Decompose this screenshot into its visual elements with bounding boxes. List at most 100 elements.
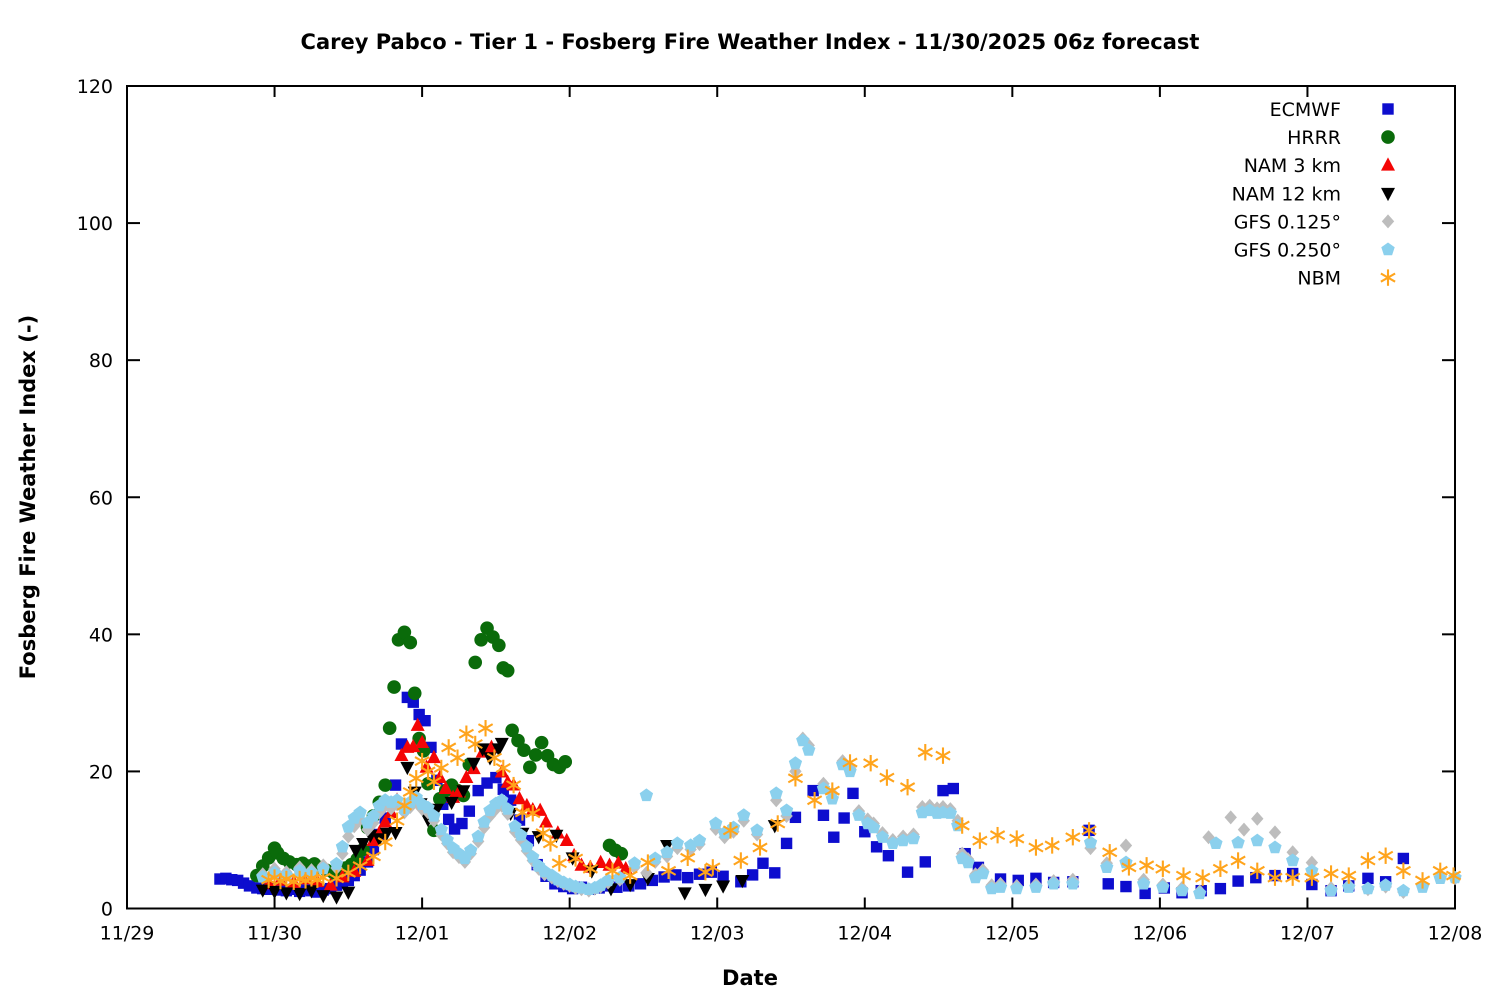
data-point-square <box>870 841 883 853</box>
data-point-triangle-down <box>735 874 750 889</box>
data-point-triangle-down <box>304 885 319 899</box>
data-point-pentagon <box>421 800 435 814</box>
data-point-triangle-up <box>323 877 338 891</box>
legend-label-gfs-0-125-: GFS 0.125° <box>1234 211 1341 233</box>
data-point-triangle-down <box>698 883 713 898</box>
legend-label-nbm: NBM <box>1297 268 1341 290</box>
data-point-pentagon <box>816 781 831 795</box>
data-point-square <box>456 817 468 830</box>
data-point-asterisk <box>505 780 522 791</box>
data-point-square <box>274 884 287 896</box>
data-point-square <box>317 884 329 896</box>
data-point-circle <box>614 846 629 861</box>
data-point-pentagon <box>1396 883 1410 897</box>
data-point-square <box>442 813 455 826</box>
data-point-pentagon <box>1209 836 1223 849</box>
data-point-diamond <box>1119 838 1133 853</box>
data-point-pentagon <box>1231 835 1245 849</box>
data-point-triangle-down <box>348 844 363 859</box>
data-point-asterisk <box>1138 860 1155 871</box>
data-point-asterisk <box>1212 863 1229 874</box>
y-tick-label: 60 <box>89 487 113 509</box>
data-point-pentagon <box>293 863 307 877</box>
data-point-square <box>1232 875 1244 887</box>
x-tick-label: 12/07 <box>1280 923 1335 945</box>
data-point-square <box>828 831 840 843</box>
data-point-square <box>419 714 431 727</box>
data-point-square <box>226 874 238 886</box>
data-point-pentagon <box>1066 876 1080 890</box>
y-tick-label: 80 <box>89 350 113 372</box>
data-point-pentagon <box>514 828 528 841</box>
data-point-triangle-up <box>394 747 409 762</box>
data-point-square <box>859 826 871 838</box>
data-point-pentagon <box>750 823 764 836</box>
data-point-asterisk <box>787 773 804 784</box>
data-point-pentagon <box>1029 880 1043 893</box>
data-point-pentagon <box>520 839 534 853</box>
data-point-square <box>693 868 706 880</box>
data-point-diamond <box>1381 214 1395 229</box>
data-point-pentagon <box>1361 881 1375 895</box>
data-point-pentagon <box>1342 880 1356 893</box>
data-point-pentagon <box>601 873 615 887</box>
chart-title: Carey Pabco - Tier 1 - Fosberg Fire Weat… <box>300 30 1200 54</box>
data-point-pentagon <box>1250 833 1264 847</box>
data-point-triangle-up <box>415 734 430 749</box>
data-point-square <box>1139 887 1151 900</box>
data-point-asterisk <box>824 785 840 796</box>
data-point-triangle-down <box>466 757 481 771</box>
data-point-circle <box>528 748 543 762</box>
data-point-square <box>757 857 769 869</box>
data-point-pentagon <box>440 833 454 846</box>
data-point-asterisk <box>582 863 598 874</box>
data-point-asterisk <box>477 723 494 734</box>
data-point-asterisk <box>1009 833 1025 844</box>
data-point-asterisk <box>1028 842 1044 853</box>
data-point-asterisk <box>1304 872 1320 883</box>
data-point-asterisk <box>863 758 879 769</box>
data-point-pentagon <box>993 880 1008 893</box>
data-point-asterisk <box>1432 865 1448 876</box>
data-point-square <box>497 783 509 795</box>
data-point-square <box>1102 878 1114 890</box>
data-point-asterisk <box>551 858 567 869</box>
data-point-pentagon <box>796 733 810 747</box>
data-point-square <box>336 877 349 889</box>
data-point-triangle-down <box>456 785 471 799</box>
data-point-square <box>1362 872 1374 885</box>
data-point-asterisk <box>1230 855 1246 866</box>
data-point-triangle-down <box>341 886 356 900</box>
data-point-asterisk <box>535 828 551 839</box>
data-point-triangle-down <box>1381 187 1395 202</box>
data-point-square <box>682 871 694 884</box>
data-point-square <box>919 856 931 868</box>
data-point-square <box>611 881 623 893</box>
data-point-triangle-up <box>512 791 527 805</box>
data-point-asterisk <box>604 865 621 876</box>
data-point-asterisk <box>842 757 858 768</box>
data-point-triangle-up <box>1381 157 1395 171</box>
plot-border <box>126 85 1456 910</box>
data-point-circle <box>397 625 412 640</box>
data-point-pentagon <box>639 788 654 802</box>
data-point-square <box>817 809 830 821</box>
data-point-asterisk <box>292 874 308 885</box>
data-point-square <box>262 883 275 896</box>
data-point-asterisk <box>1445 870 1462 881</box>
data-point-square <box>220 872 232 885</box>
data-point-circle <box>403 635 418 650</box>
data-point-circle <box>382 721 397 736</box>
data-point-pentagon <box>779 803 794 817</box>
x-tick-label: 12/02 <box>542 923 597 945</box>
data-point-diamond <box>342 829 355 844</box>
y-tick-label: 120 <box>77 76 113 98</box>
data-point-circle <box>517 743 531 757</box>
data-point-asterisk <box>1360 855 1376 866</box>
data-point-asterisk <box>972 835 988 846</box>
data-point-asterisk <box>1323 868 1339 879</box>
data-point-diamond <box>1224 810 1237 825</box>
data-point-asterisk <box>1195 872 1211 883</box>
data-point-asterisk <box>1155 863 1171 874</box>
data-point-pentagon <box>1156 880 1170 893</box>
